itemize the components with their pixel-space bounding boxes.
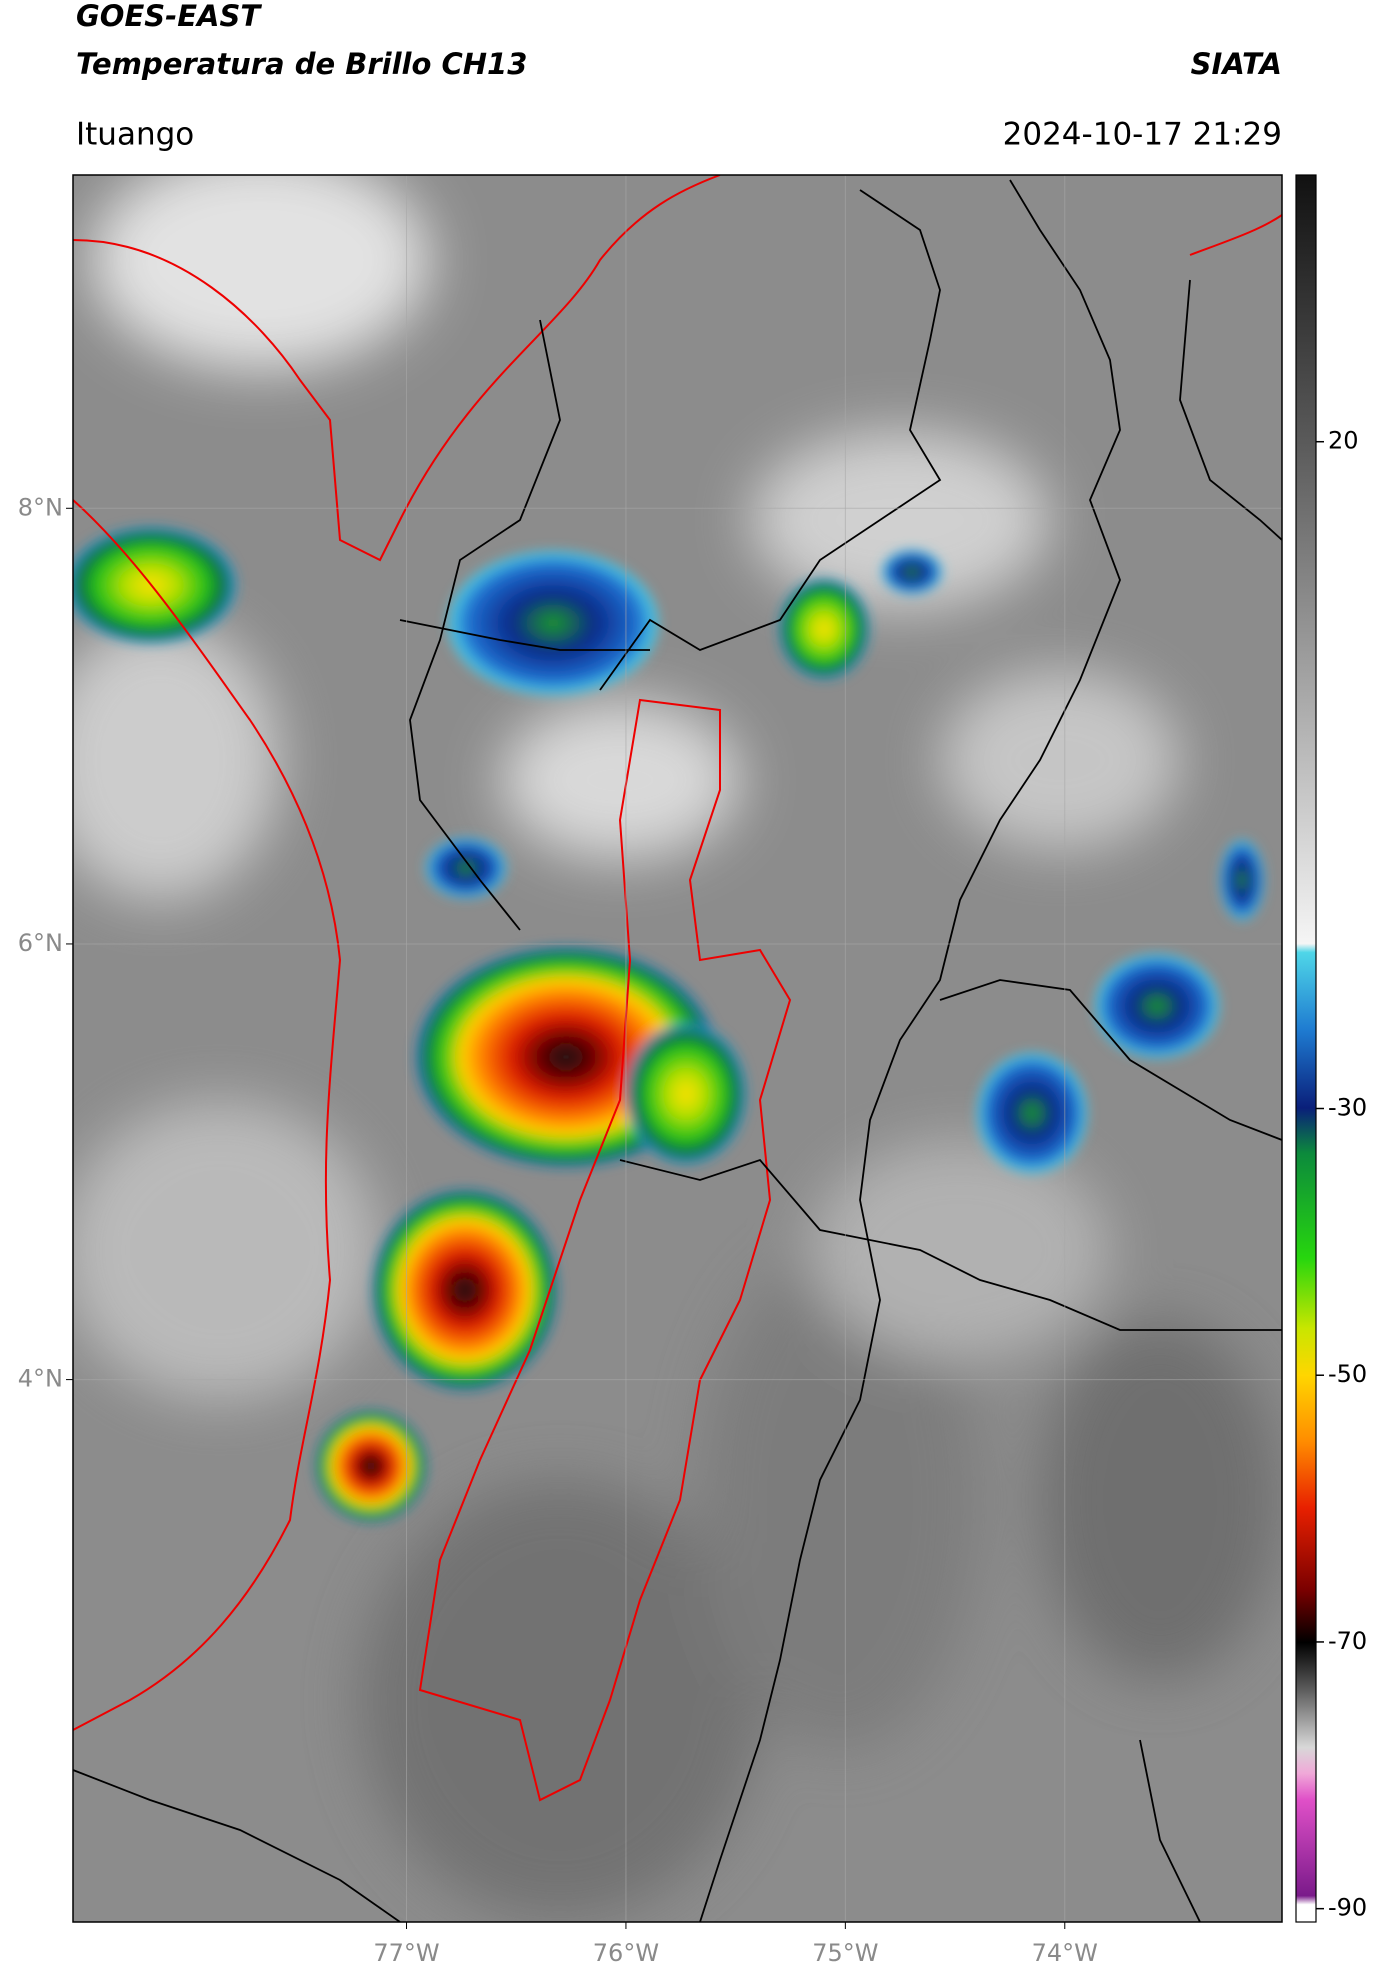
colorbar (1295, 174, 1317, 1923)
x-tick-label: 77°W (373, 1939, 439, 1967)
y-tick-label: 4°N (18, 1365, 63, 1393)
location: Ituango (76, 117, 194, 153)
colorbar-tick-label: -70 (1328, 1627, 1367, 1655)
source: SIATA (1191, 47, 1282, 81)
grid (73, 175, 1282, 1922)
title: GOES-EAST (76, 0, 262, 33)
map-frame (72, 174, 1283, 1923)
x-tick-label: 76°W (593, 1939, 659, 1967)
colorbar-tick-label: -50 (1328, 1360, 1367, 1388)
colorbar-tick-label: 20 (1328, 427, 1359, 455)
y-tick-label: 6°N (18, 929, 63, 957)
colorbar-tick-label: -30 (1328, 1094, 1367, 1122)
timestamp: 2024-10-17 21:29 (1003, 117, 1282, 153)
x-tick-label: 74°W (1032, 1939, 1098, 1967)
x-tick-label: 75°W (812, 1939, 878, 1967)
y-tick-label: 8°N (18, 493, 63, 521)
subtitle: Temperatura de Brillo CH13 (76, 47, 527, 81)
satellite-image (73, 175, 1282, 1922)
colorbar-tick-label: -90 (1328, 1894, 1367, 1922)
